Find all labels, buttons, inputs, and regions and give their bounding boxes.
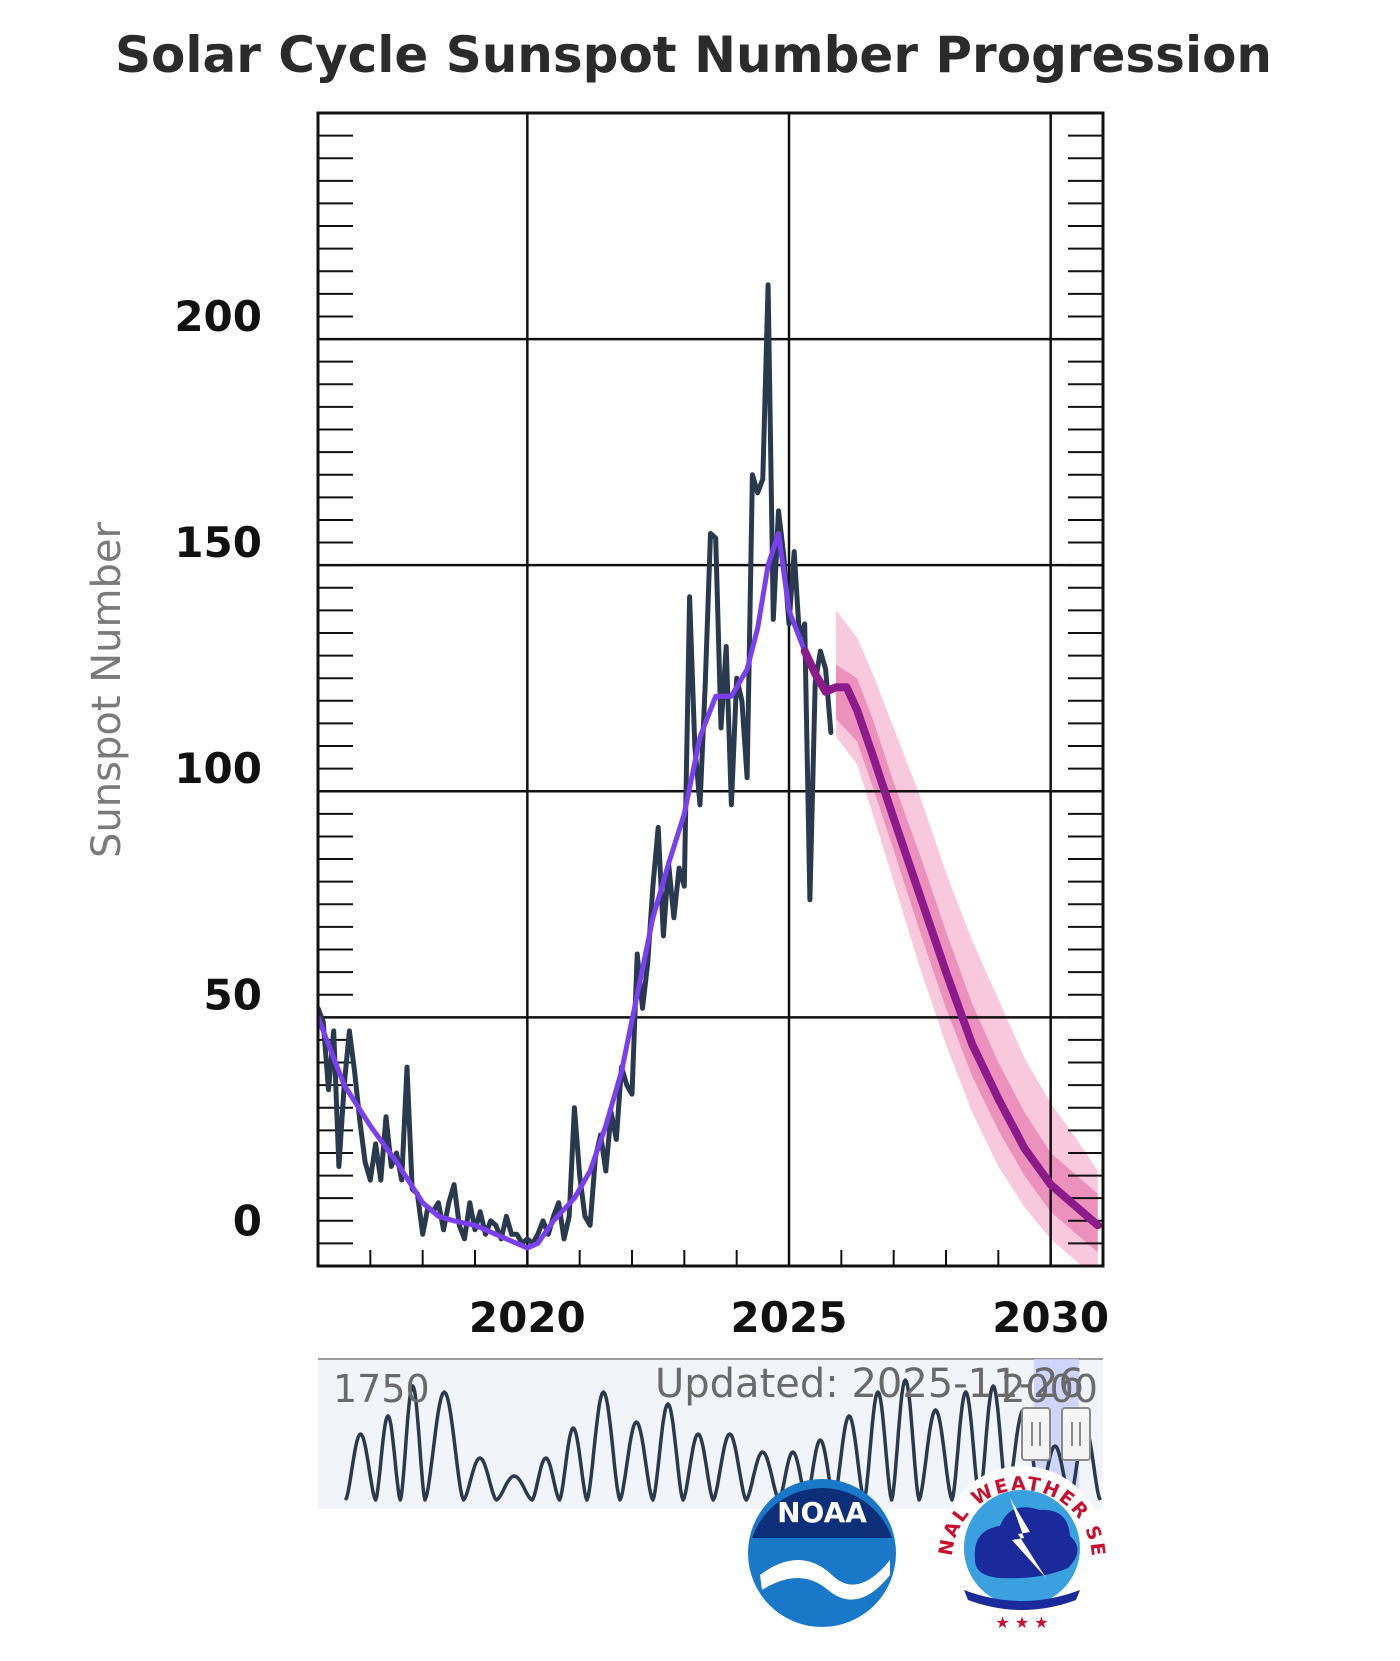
- y-axis-ticks: 0 50 100 150 200: [174, 292, 262, 1245]
- svg-text:★ ★ ★: ★ ★ ★: [995, 1613, 1048, 1632]
- y-axis-label: Sunspot Number: [84, 522, 130, 858]
- y-tick-label: 200: [174, 292, 262, 341]
- noaa-logo: NOAA: [748, 1479, 896, 1627]
- navigator-end-label: 2000: [1001, 1367, 1098, 1411]
- y-tick-label: 0: [233, 1196, 262, 1245]
- plot-area: [316, 111, 1105, 1268]
- smoothed-line: [318, 531, 808, 1251]
- x-axis-ticks: 2020 2025 2030: [469, 1293, 1109, 1342]
- chart-title: Solar Cycle Sunspot Number Progression: [115, 26, 1272, 84]
- svg-text:NOAA: NOAA: [777, 1496, 867, 1529]
- grid-lines: [318, 113, 1103, 1266]
- y-tick-label: 150: [174, 518, 262, 567]
- navigator-series: [343, 1378, 1102, 1502]
- navigator-handle-left[interactable]: [1021, 1407, 1051, 1461]
- x-tick-label: 2025: [731, 1293, 848, 1342]
- x-tick-label: 2030: [992, 1293, 1109, 1342]
- updated-label: Updated: 2025-11-26: [655, 1361, 1084, 1407]
- observed-monthly-line: [318, 282, 834, 1246]
- predicted-line: [800, 647, 1102, 1230]
- y-tick-label: 50: [204, 970, 262, 1019]
- prediction-band-inner: [836, 664, 1098, 1253]
- series-lines: [318, 282, 1102, 1251]
- x-tick-label: 2020: [469, 1293, 586, 1342]
- navigator-line: [343, 1378, 1102, 1502]
- navigator-handle-right[interactable]: [1061, 1407, 1091, 1461]
- prediction-band-outer: [836, 610, 1098, 1266]
- navigator-start-label: 1750: [333, 1367, 430, 1411]
- plot-border: [316, 111, 1105, 1268]
- y-tick-label: 100: [174, 744, 262, 793]
- prediction-bands: [836, 610, 1098, 1266]
